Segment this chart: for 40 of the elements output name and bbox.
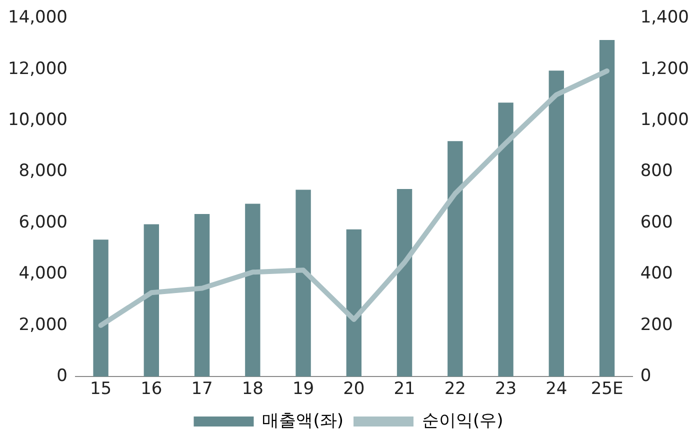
x-tick-label: 25E (590, 379, 624, 400)
y-tick-label: 2,000 (18, 314, 68, 335)
bar (194, 214, 210, 377)
x-tick-label: 24 (546, 379, 568, 400)
bar (296, 190, 311, 377)
bar (346, 229, 362, 377)
bar (245, 204, 260, 377)
bar (448, 141, 463, 377)
x-tick-label: 19 (292, 379, 314, 400)
bar (548, 70, 564, 377)
bar (498, 102, 514, 377)
x-tick-label: 17 (191, 379, 213, 400)
x-tick-label: 20 (343, 379, 365, 400)
y-tick-label: 6,000 (18, 212, 68, 232)
y2-tick-label: 1,400 (640, 8, 690, 28)
y-tick-label: 4,000 (18, 264, 68, 284)
bar (144, 224, 160, 377)
bar (396, 188, 412, 377)
y2-tick-label: 200 (640, 314, 673, 335)
y2-tick-label: 0 (640, 366, 652, 386)
bar (93, 240, 108, 377)
y2-tick-label: 600 (640, 212, 673, 232)
y2-tick-label: 1,200 (640, 58, 690, 79)
bar (599, 40, 615, 377)
x-tick-label: 18 (242, 379, 264, 400)
x-tick-label: 15 (90, 379, 112, 400)
y2-tick-label: 1,000 (640, 110, 690, 130)
y2-tick-label: 800 (640, 161, 673, 182)
y-tick-label: 10,000 (8, 110, 68, 130)
y-tick-label: 8,000 (18, 161, 68, 182)
y2-tick-label: 400 (640, 264, 673, 284)
x-tick-label: 21 (394, 379, 416, 400)
x-tick-label: 22 (444, 379, 466, 400)
y-tick-label: 0 (56, 366, 68, 386)
y-tick-label: 14,000 (8, 8, 68, 28)
y-tick-label: 12,000 (8, 58, 68, 79)
legend-label: 순이익(우) (422, 410, 504, 431)
legend-label: 매출액(좌) (262, 410, 344, 431)
x-tick-label: 16 (140, 379, 162, 400)
x-tick-label: 23 (494, 379, 517, 400)
